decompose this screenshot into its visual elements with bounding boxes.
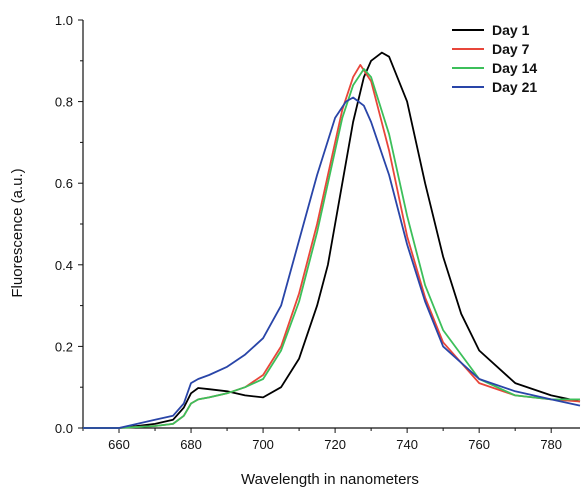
- legend-label: Day 14: [492, 60, 537, 76]
- legend: Day 1 Day 7 Day 14 Day 21: [452, 22, 537, 95]
- x-axis-title: Wavelength in nanometers: [241, 471, 419, 487]
- y-tick-label: 0.8: [55, 95, 73, 110]
- series-line-day-1: [83, 51, 581, 429]
- y-tick-label: 0.4: [55, 258, 73, 273]
- legend-label: Day 21: [492, 79, 537, 95]
- series-line-day-14: [83, 68, 580, 429]
- series-line-day-21: [83, 96, 581, 429]
- x-tick-label: 740: [396, 437, 418, 452]
- y-tick-label: 0.2: [55, 339, 73, 354]
- legend-label: Day 7: [492, 41, 530, 57]
- x-tick-label: 660: [108, 437, 130, 452]
- axes: 660 680 700 720 740 760 780 0.0 0.2 0.4 0.6 0.8 1.0: [55, 13, 580, 452]
- legend-label: Day 1: [492, 22, 530, 38]
- x-tick-label: 700: [252, 437, 274, 452]
- y-tick-label: 1.0: [55, 13, 73, 28]
- y-tick-label: 0.6: [55, 176, 73, 191]
- x-tick-label: 780: [540, 437, 562, 452]
- x-tick-label: 760: [468, 437, 490, 452]
- y-tick-label: 0.0: [55, 421, 73, 436]
- y-axis-title: Fluorescence (a.u.): [9, 168, 26, 297]
- series-lines: [83, 51, 581, 429]
- x-tick-label: 720: [324, 437, 346, 452]
- x-tick-label: 680: [180, 437, 202, 452]
